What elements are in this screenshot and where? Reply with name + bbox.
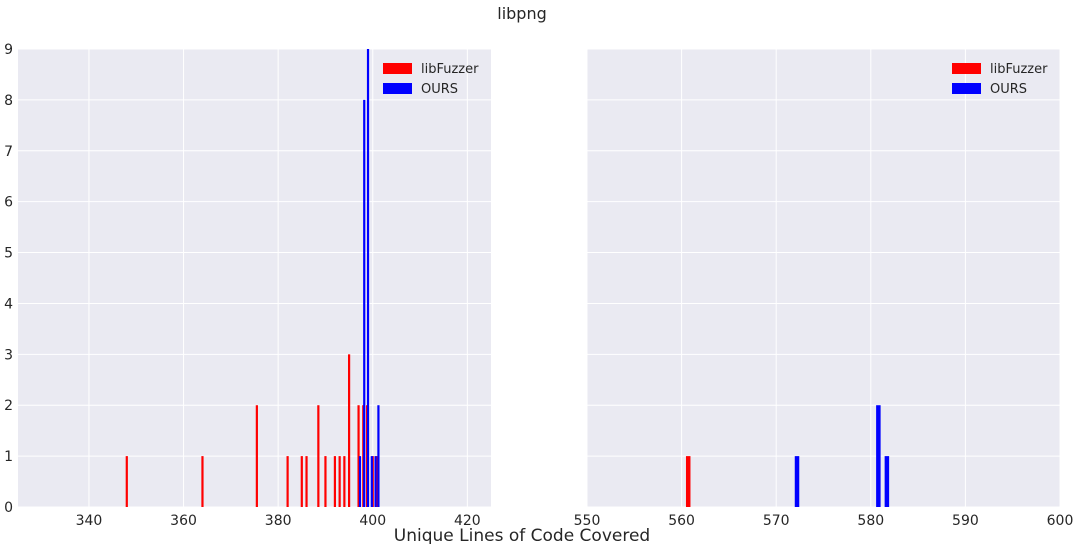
bar-libfuzzer	[125, 456, 128, 507]
y-tick-label: 4	[4, 296, 13, 312]
x-tick-label: 570	[763, 513, 790, 529]
bar-libfuzzer	[357, 405, 360, 507]
plot-area	[18, 49, 491, 507]
bar-ours	[884, 456, 890, 507]
legend-label-libfuzzer: libFuzzer	[421, 62, 479, 77]
bar-ours	[366, 49, 370, 507]
bar-ours	[363, 99, 366, 507]
y-tick-label: 8	[4, 93, 13, 109]
legend-label-ours: OURS	[990, 82, 1027, 97]
y-tick-label: 7	[4, 144, 13, 160]
y-tick-label: 3	[4, 347, 13, 363]
bar-libfuzzer	[685, 456, 691, 507]
x-tick-label: 360	[170, 513, 197, 529]
y-tick-label: 2	[4, 398, 13, 414]
legend-swatch-ours	[383, 83, 412, 94]
right-panel: 550 560 570 580 590 600 libFuzzer OURS	[574, 48, 1074, 529]
bar-libfuzzer	[348, 354, 351, 507]
plot-area	[587, 49, 1060, 507]
y-tick-label: 1	[4, 449, 13, 465]
bar-libfuzzer	[338, 456, 341, 507]
bar-libfuzzer	[255, 405, 258, 507]
y-tick-label: 5	[4, 246, 13, 262]
bar-libfuzzer	[343, 456, 346, 507]
legend-swatch-libfuzzer	[383, 63, 412, 74]
bar-ours	[794, 456, 800, 507]
legend-label-ours: OURS	[421, 82, 458, 97]
bar-libfuzzer	[286, 456, 289, 507]
bar-libfuzzer	[305, 456, 308, 507]
x-tick-label: 400	[359, 513, 386, 529]
bar-ours	[370, 456, 373, 507]
x-tick-label: 580	[857, 513, 884, 529]
x-tick-label: 340	[76, 513, 103, 529]
bar-libfuzzer	[324, 456, 327, 507]
x-tick-label: 550	[574, 513, 601, 529]
bar-ours	[377, 405, 380, 507]
x-tick-label: 380	[265, 513, 292, 529]
legend-swatch-ours	[952, 83, 981, 94]
legend-label-libfuzzer: libFuzzer	[990, 62, 1048, 77]
chart-title: libpng	[497, 4, 547, 23]
bar-libfuzzer	[333, 456, 337, 507]
legend-swatch-libfuzzer	[952, 63, 981, 74]
y-tick-label: 6	[4, 195, 13, 211]
x-tick-label: 420	[454, 513, 481, 529]
y-tick-label: 0	[4, 500, 13, 516]
bar-ours	[876, 405, 881, 507]
left-panel: 340 360 380 400 420 0 1 2 3 4 5 6 7 8 9 libFuzzer OURS	[4, 42, 491, 529]
x-tick-label: 600	[1047, 513, 1074, 529]
x-tick-label: 560	[668, 513, 695, 529]
bar-ours	[358, 456, 362, 507]
y-tick-label: 9	[4, 42, 13, 58]
bar-libfuzzer	[317, 405, 320, 507]
bar-libfuzzer	[201, 456, 204, 507]
bar-libfuzzer	[300, 456, 303, 507]
x-axis-label: Unique Lines of Code Covered	[394, 526, 650, 544]
x-tick-label: 590	[952, 513, 979, 529]
bar-ours	[374, 456, 377, 507]
